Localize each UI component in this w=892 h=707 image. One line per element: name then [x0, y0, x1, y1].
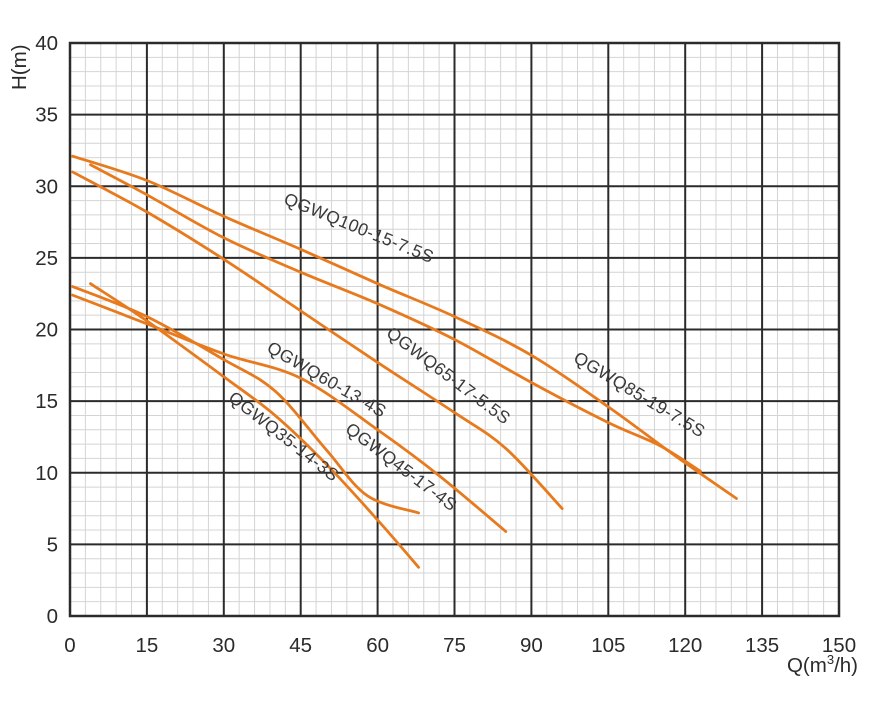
y-tick-label: 15 [35, 390, 58, 413]
y-axis-title: H(m) [8, 44, 31, 90]
curve-QGWQ85-19-7.5S [89, 163, 702, 473]
y-tick-label: 5 [47, 533, 58, 556]
x-tick-label: 75 [443, 634, 466, 657]
y-tick-label: 20 [35, 319, 58, 342]
curve-QGWQ65-17-5.5S [71, 170, 564, 510]
x-tick-label: 120 [668, 634, 702, 657]
x-tick-label: 45 [289, 634, 312, 657]
plot-border [68, 41, 841, 618]
x-tick-label: 90 [520, 634, 543, 657]
y-tick-label: 40 [35, 32, 58, 55]
x-tick-label: 105 [591, 634, 625, 657]
x-tick-label: 60 [366, 634, 389, 657]
x-tick-label: 0 [64, 634, 75, 657]
x-axis-title: Q(m3/h) [787, 652, 858, 677]
y-tick-label: 10 [35, 462, 58, 485]
curve-QGWQ100-15-7.5S [71, 154, 738, 500]
curve-QGWQ35-14-3S [89, 282, 420, 569]
y-tick-label: 35 [35, 104, 58, 127]
x-tick-label: 135 [745, 634, 779, 657]
curve-label-QGWQ60-13-4S: QGWQ60-13-4S [264, 337, 390, 421]
y-tick-label: 25 [35, 247, 58, 270]
x-tick-label: 150 [822, 634, 856, 657]
y-tick-label: 0 [47, 605, 58, 628]
x-tick-label: 15 [135, 634, 158, 657]
y-tick-label: 30 [35, 175, 58, 198]
curve-QGWQ45-17-4S [71, 285, 420, 515]
curve-QGWQ60-13-4S [71, 293, 508, 533]
curve-label-QGWQ65-17-5.5S: QGWQ65-17-5.5S [383, 322, 514, 428]
x-tick-label: 30 [212, 634, 235, 657]
